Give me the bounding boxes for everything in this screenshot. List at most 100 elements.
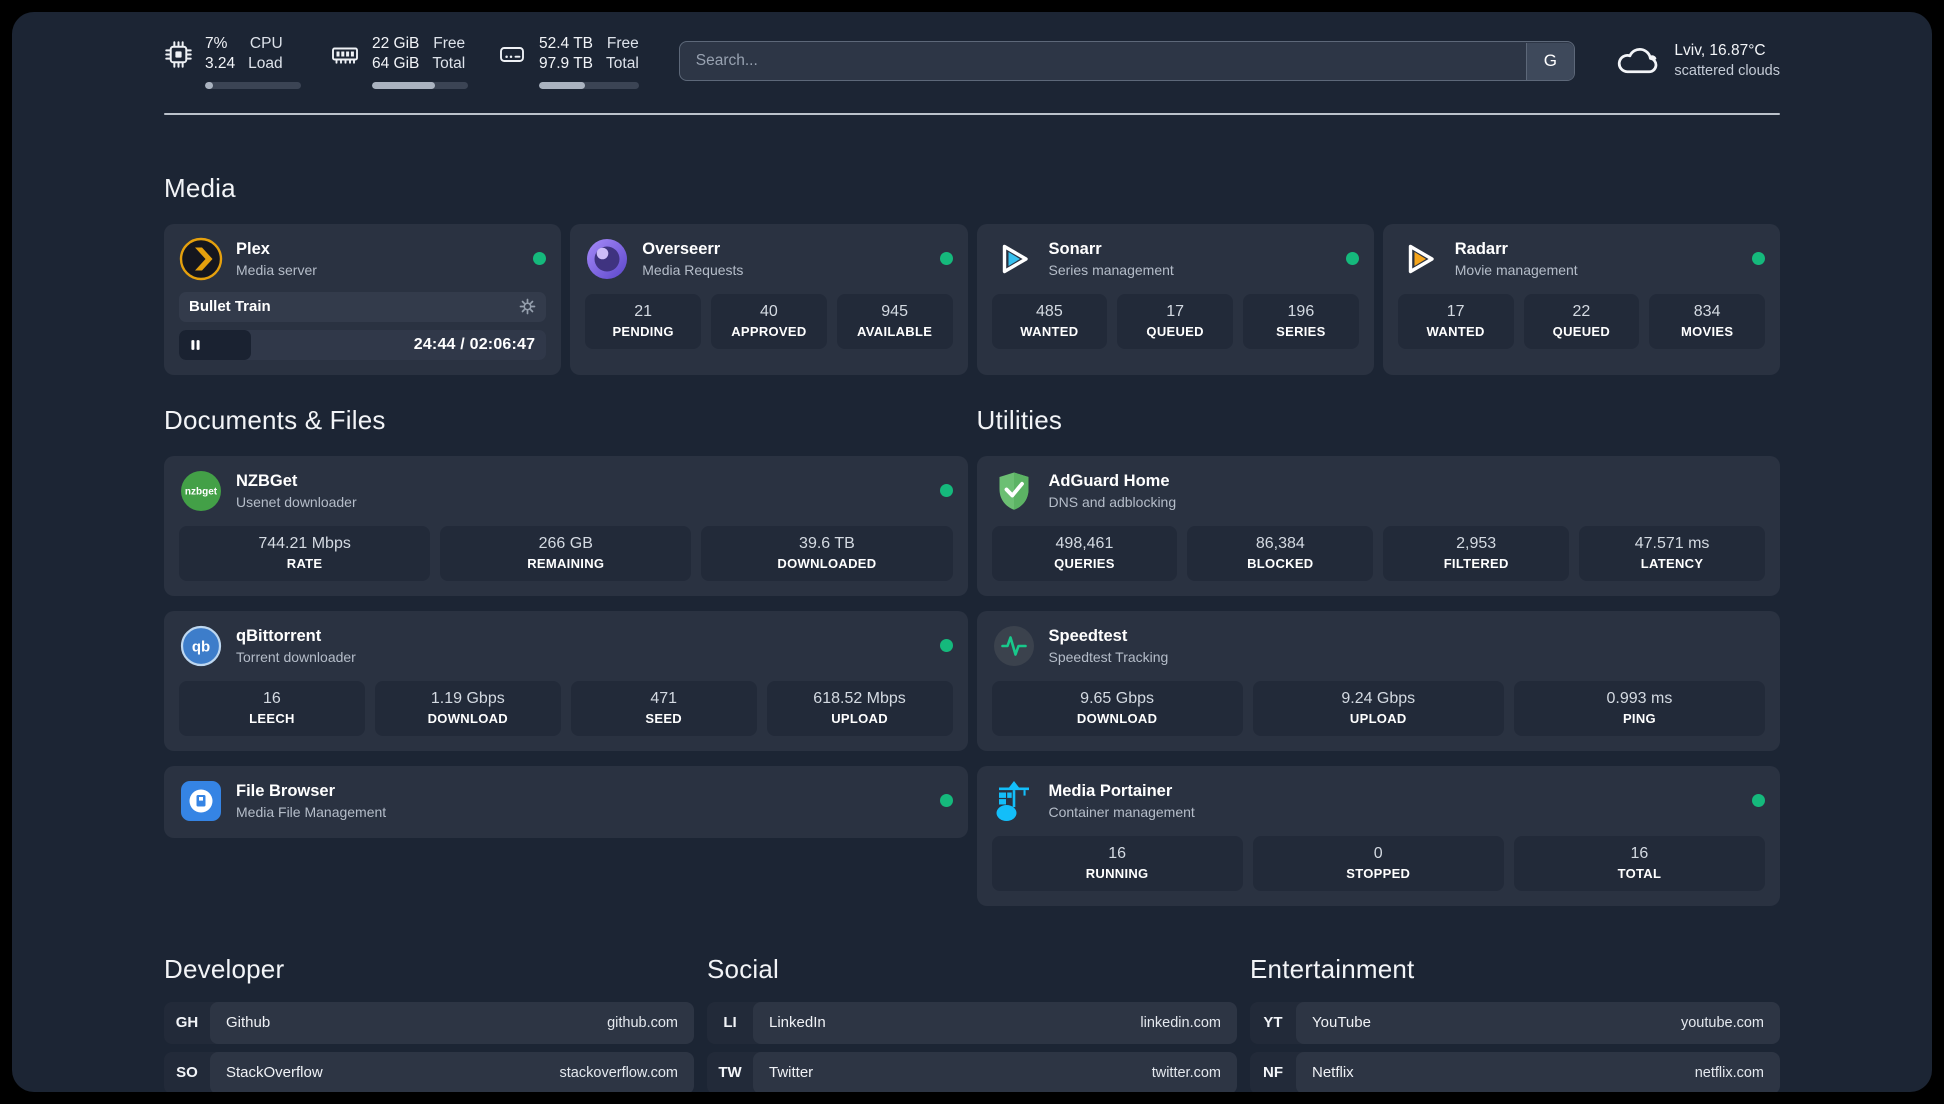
overseerr-logo-icon bbox=[585, 237, 629, 281]
app-card-adguard[interactable]: AdGuard Home DNS and adblocking 498,461 … bbox=[976, 455, 1780, 596]
link-stackoverflow[interactable]: SO StackOverflow stackoverflow.com bbox=[164, 1051, 694, 1092]
link-name: LinkedIn bbox=[769, 1014, 826, 1032]
app-title: Radarr bbox=[1454, 240, 1508, 259]
adguard-logo-icon bbox=[992, 469, 1036, 513]
stat-total: 16 TOTAL bbox=[1513, 835, 1766, 891]
ram-stat: 22 GiB 64 GiB Free Total bbox=[331, 34, 468, 89]
stat-series: 196 SERIES bbox=[1243, 293, 1359, 349]
section-title-media: Media bbox=[164, 172, 236, 203]
app-card-speedtest[interactable]: Speedtest Speedtest Tracking 9.65 Gbps D… bbox=[976, 610, 1780, 751]
stat-download: 1.19 Gbps DOWNLOAD bbox=[374, 680, 561, 736]
stat-ping: 0.993 ms PING bbox=[1513, 680, 1766, 736]
dashboard: 7% 3.24 CPU Load bbox=[12, 12, 1932, 1092]
media-grid: Plex Media server Bullet Train bbox=[164, 223, 1780, 375]
app-title: Media Portainer bbox=[1048, 782, 1173, 801]
youtube-abbr-icon: YT bbox=[1263, 1014, 1283, 1032]
ram-total-value: 64 GiB bbox=[372, 55, 420, 73]
filebrowser-logo-icon bbox=[179, 779, 223, 823]
netflix-abbr-icon: NF bbox=[1263, 1064, 1283, 1082]
now-playing-title: Bullet Train bbox=[189, 298, 271, 316]
linkedin-abbr-icon: LI bbox=[723, 1014, 737, 1032]
radarr-logo-icon bbox=[1398, 237, 1442, 281]
disk-label-1: Free bbox=[606, 35, 639, 52]
section-title-documents: Documents & Files bbox=[164, 404, 386, 435]
link-name: Twitter bbox=[769, 1064, 814, 1082]
top-bar: 7% 3.24 CPU Load bbox=[164, 34, 1780, 89]
app-card-filebrowser[interactable]: File Browser Media File Management bbox=[164, 765, 968, 838]
cpu-label-2: Load bbox=[248, 55, 283, 73]
link-name: Github bbox=[226, 1014, 271, 1032]
stat-filtered: 2,953 FILTERED bbox=[1383, 525, 1570, 581]
app-card-nzbget[interactable]: nzbget NZBGet Usenet downloader 744.21 M… bbox=[164, 455, 968, 596]
search-bar: G bbox=[678, 41, 1576, 82]
playback-progress-bar[interactable]: 24:44 / 02:06:47 bbox=[179, 329, 547, 360]
status-dot bbox=[939, 252, 953, 266]
link-url: youtube.com bbox=[1680, 1014, 1764, 1031]
topbar-divider bbox=[164, 112, 1780, 115]
playback-progress-fill bbox=[179, 329, 251, 360]
developer-section: Developer GH Github github.com SO StackO… bbox=[164, 954, 694, 1092]
stackoverflow-abbr-icon: SO bbox=[176, 1064, 198, 1082]
search-engine-button[interactable]: G bbox=[1525, 42, 1574, 80]
section-title-entertainment: Entertainment bbox=[1250, 953, 1415, 984]
app-subtitle: Media Requests bbox=[642, 261, 744, 278]
stat-pending: 21 PENDING bbox=[585, 293, 701, 349]
app-title: Plex bbox=[236, 240, 270, 259]
app-title: File Browser bbox=[236, 782, 336, 801]
plex-logo-icon bbox=[179, 237, 223, 281]
cpu-progress-fill bbox=[205, 81, 213, 89]
app-subtitle: Media File Management bbox=[236, 803, 387, 820]
portainer-logo-icon bbox=[992, 779, 1036, 823]
ram-free-value: 22 GiB bbox=[372, 35, 420, 52]
app-card-radarr[interactable]: Radarr Movie management 17 WANTED 22 QUE… bbox=[1382, 223, 1780, 375]
qbittorrent-logo-icon: qb bbox=[179, 624, 223, 668]
cloud-icon bbox=[1613, 44, 1660, 79]
system-stats: 7% 3.24 CPU Load bbox=[164, 34, 639, 89]
stat-available: 945 AVAILABLE bbox=[836, 293, 953, 349]
social-section: Social LI LinkedIn linkedin.com TW Twitt… bbox=[707, 954, 1237, 1092]
stat-latency: 47.571 ms LATENCY bbox=[1579, 525, 1765, 581]
link-twitter[interactable]: TW Twitter twitter.com bbox=[707, 1051, 1237, 1092]
stat-leech: 16 LEECH bbox=[179, 680, 365, 736]
weather-location-temp: Lviv, 16.87°C bbox=[1674, 42, 1766, 60]
link-url: stackoverflow.com bbox=[559, 1064, 678, 1081]
status-dot bbox=[939, 484, 953, 498]
stat-running: 16 RUNNING bbox=[991, 835, 1243, 891]
playback-time: 24:44 / 02:06:47 bbox=[413, 335, 536, 353]
status-dot bbox=[1752, 794, 1765, 808]
link-netflix[interactable]: NF Netflix netflix.com bbox=[1250, 1051, 1780, 1092]
link-youtube[interactable]: YT YouTube youtube.com bbox=[1250, 1001, 1780, 1044]
pause-icon[interactable] bbox=[189, 338, 202, 351]
app-subtitle: Media server bbox=[236, 261, 317, 278]
stat-seed: 471 SEED bbox=[570, 680, 757, 736]
app-card-sonarr[interactable]: Sonarr Series management 485 WANTED 17 Q… bbox=[976, 223, 1374, 375]
disk-progress-fill bbox=[539, 81, 585, 89]
disk-icon bbox=[498, 40, 526, 68]
link-github[interactable]: GH Github github.com bbox=[164, 1001, 694, 1044]
svg-text:qb: qb bbox=[192, 638, 210, 655]
stat-remaining: 266 GB REMAINING bbox=[440, 525, 692, 581]
disk-label-2: Total bbox=[606, 55, 639, 73]
now-playing-row: Bullet Train bbox=[179, 291, 547, 322]
app-subtitle: Movie management bbox=[1454, 261, 1578, 278]
weather-condition: scattered clouds bbox=[1674, 63, 1780, 80]
app-card-portainer[interactable]: Media Portainer Container management 16 … bbox=[976, 765, 1780, 906]
app-subtitle: DNS and adblocking bbox=[1048, 493, 1177, 510]
stat-wanted: 17 WANTED bbox=[1397, 293, 1514, 349]
disk-total-value: 97.9 TB bbox=[539, 55, 594, 73]
app-card-qbittorrent[interactable]: qb qBittorrent Torrent downloader 16 LEE… bbox=[164, 610, 968, 751]
speedtest-logo-icon bbox=[992, 624, 1036, 668]
media-settings-gear-icon[interactable] bbox=[519, 298, 536, 315]
app-card-plex[interactable]: Plex Media server Bullet Train bbox=[164, 223, 562, 375]
link-linkedin[interactable]: LI LinkedIn linkedin.com bbox=[707, 1001, 1237, 1044]
cpu-progress-track bbox=[205, 81, 301, 89]
link-url: twitter.com bbox=[1151, 1064, 1221, 1081]
stat-stopped: 0 STOPPED bbox=[1252, 835, 1504, 891]
link-url: github.com bbox=[607, 1014, 678, 1031]
twitter-abbr-icon: TW bbox=[718, 1064, 742, 1082]
documents-column: Documents & Files nzbget NZBGet Usenet d… bbox=[164, 405, 968, 906]
search-input[interactable] bbox=[678, 41, 1576, 82]
stat-queued: 22 QUEUED bbox=[1523, 293, 1640, 349]
app-card-overseerr[interactable]: Overseerr Media Requests 21 PENDING 40 A… bbox=[570, 223, 968, 375]
app-title: Sonarr bbox=[1048, 240, 1102, 259]
